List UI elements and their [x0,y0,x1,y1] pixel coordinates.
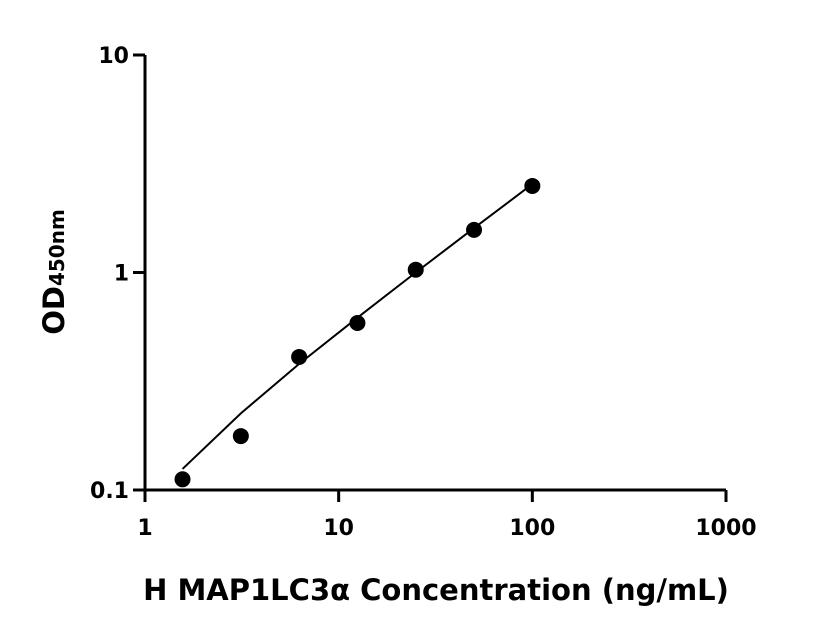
data-point [407,261,424,278]
data-point [174,471,191,488]
data-point [291,348,308,365]
fit-line [181,183,533,470]
y-axis-title-main: OD [37,286,71,335]
y-axis-title-sub: 450nm [45,209,69,286]
y-tick-label: 10 [98,44,129,69]
x-axis-title: H MAP1LC3α Concentration (ng/mL) [143,573,729,607]
x-tick-label: 1000 [695,516,756,541]
data-point [349,314,366,331]
y-tick-label: 1 [114,262,129,287]
x-tick-label: 100 [509,516,555,541]
data-point [232,428,249,445]
x-tick-label: 10 [323,516,354,541]
y-axis-title: OD450nm [37,209,71,335]
x-tick-label: 1 [137,516,152,541]
y-tick-label: 0.1 [90,479,129,504]
data-point [524,177,541,194]
